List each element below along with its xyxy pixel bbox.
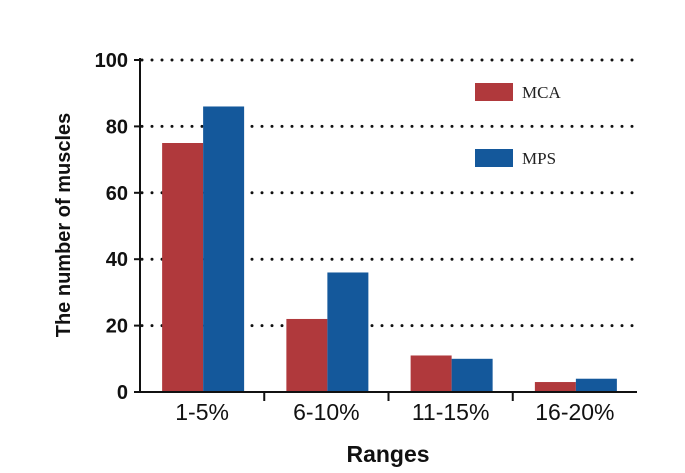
x-axis-label: Ranges bbox=[346, 441, 429, 467]
bar-mps bbox=[203, 106, 245, 392]
y-tick-label: 100 bbox=[95, 50, 128, 72]
y-ticks: 0 20 40 60 80 100 bbox=[95, 50, 140, 404]
x-tick-label: 11-15% bbox=[412, 399, 490, 425]
bar-mps bbox=[451, 358, 493, 392]
bar-mca bbox=[286, 318, 328, 392]
bar-mps bbox=[575, 378, 617, 392]
y-tick-label: 80 bbox=[106, 116, 128, 138]
y-tick-label: 60 bbox=[106, 183, 128, 205]
legend-label-mca: MCA bbox=[522, 83, 561, 102]
y-tick-label: 40 bbox=[106, 249, 128, 271]
legend: MCA MPS bbox=[475, 83, 561, 168]
x-tick-label: 1-5% bbox=[175, 399, 229, 425]
y-tick-label: 20 bbox=[106, 316, 128, 338]
legend-swatch-mca bbox=[475, 83, 513, 101]
legend-label-mps: MPS bbox=[522, 149, 556, 168]
y-axis-label: The number of muscles bbox=[53, 113, 75, 338]
bar-mps bbox=[327, 272, 369, 392]
bar-mca bbox=[410, 355, 452, 392]
bar-mca bbox=[162, 143, 204, 392]
y-tick-label: 0 bbox=[117, 382, 128, 404]
x-ticks: 1-5% 6-10% 11-15% 16-20% bbox=[175, 392, 615, 425]
x-tick-label: 16-20% bbox=[535, 399, 614, 425]
bar-mca bbox=[534, 382, 576, 392]
x-tick-label: 6-10% bbox=[293, 399, 359, 425]
bars bbox=[162, 106, 617, 392]
legend-swatch-mps bbox=[475, 149, 513, 167]
